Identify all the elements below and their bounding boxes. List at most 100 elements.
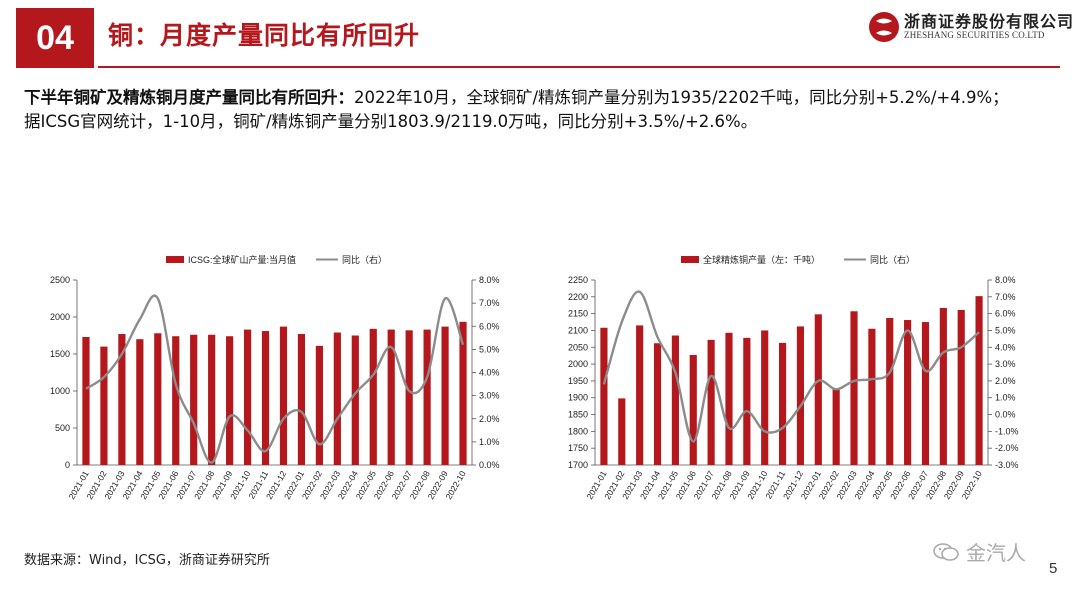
y-tick-label-right: 0.0%: [479, 460, 500, 470]
logo-text-cn: 浙商证券股份有限公司: [904, 12, 1075, 31]
bar: [226, 336, 234, 465]
bar: [689, 355, 697, 465]
y-tick-label-left: 0: [65, 460, 70, 470]
y-tick-label-right: 7.0%: [479, 298, 500, 308]
bar: [921, 322, 930, 465]
y-tick-label-right: 6.0%: [995, 309, 1016, 319]
bar: [600, 327, 608, 465]
bar: [100, 346, 108, 465]
bar: [82, 336, 90, 465]
bar: [618, 398, 626, 465]
bar: [405, 330, 413, 465]
y-tick-label-right: 3.0%: [995, 359, 1016, 369]
bar: [886, 318, 894, 465]
header-divider: [98, 66, 1060, 68]
chart-copper-mine-output: ICSG:全球矿山产量:当月值 同比（右） 0 500 1000 1500 2000 2500…: [50, 254, 500, 501]
data-source: 数据来源：Wind，ICSG，浙商证券研究所: [24, 553, 270, 568]
y-tick-label-left: 1700: [568, 460, 588, 470]
yoy-line: [602, 290, 980, 443]
bar: [172, 336, 180, 465]
y-tick-label-right: 6.0%: [479, 321, 500, 331]
legend-label-bar: 全球精炼铜产量（左：千吨）: [703, 254, 820, 265]
y-tick-label-left: 2000: [50, 312, 70, 322]
bar: [369, 328, 377, 465]
y-tick-label-right: 3.0%: [479, 391, 500, 401]
bar: [725, 332, 733, 465]
y-tick-label-left: 2050: [568, 342, 588, 352]
bar: [297, 334, 306, 465]
y-tick-label-left: 2100: [568, 325, 588, 335]
chart-legend: ICSG:全球矿山产量:当月值 同比（右）: [166, 254, 387, 265]
bar: [261, 331, 270, 465]
bar: [761, 330, 769, 465]
y-tick-label-right: 4.0%: [479, 368, 500, 378]
y-tick-label-left: 2000: [568, 359, 588, 369]
legend-label-bar: ICSG:全球矿山产量:当月值: [188, 254, 296, 265]
summary-line-1: 2022年10月，全球铜矿/精炼铜产量分别为1935/2202千吨，同比分别+5…: [354, 88, 1009, 107]
y-tick-label-left: 1800: [568, 426, 588, 436]
y-tick-label-left: 1950: [568, 376, 588, 386]
y-tick-label-right: 4.0%: [995, 342, 1016, 352]
bar: [387, 329, 395, 465]
y-tick-label-right: 5.0%: [479, 344, 500, 354]
bar: [778, 342, 787, 465]
wechat-icon: [933, 542, 959, 561]
legend-bar-swatch: [681, 256, 699, 263]
y-tick-label-left: 1500: [50, 349, 70, 359]
yoy-line: [85, 294, 465, 464]
chart-refined-copper-output: 全球精炼铜产量（左：千吨） 同比（右） 1700 1750 1800 1850 1900 19…: [568, 254, 1019, 501]
bar: [279, 326, 288, 465]
chart-legend: 全球精炼铜产量（左：千吨） 同比（右）: [681, 254, 915, 265]
bar: [832, 388, 840, 465]
y-tick-label-right: 7.0%: [995, 292, 1016, 302]
bar: [850, 311, 858, 465]
company-logo-icon: [869, 12, 899, 42]
watermark: 金汽人: [932, 537, 1026, 566]
bar: [743, 337, 751, 465]
y-tick-label-right: 8.0%: [995, 275, 1016, 285]
y-tick-label-left: 500: [55, 423, 70, 433]
watermark-text: 金汽人: [966, 541, 1026, 565]
y-tick-label-left: 2250: [568, 275, 588, 285]
y-tick-label-right: 0.0%: [995, 410, 1016, 420]
bar: [423, 329, 431, 465]
bar: [351, 335, 359, 465]
legend-label-line: 同比（右）: [342, 254, 387, 265]
y-tick-label-left: 1750: [568, 443, 588, 453]
bar: [814, 314, 822, 465]
bar: [459, 321, 467, 465]
bar: [904, 320, 912, 465]
y-tick-label-left: 1850: [568, 410, 588, 420]
summary-text: 下半年铜矿及精炼铜月度产量同比有所回升：2022年10月，全球铜矿/精炼铜产量分…: [24, 86, 1064, 134]
legend-label-line: 同比（右）: [870, 254, 915, 265]
summary-line-2: 据ICSG官网统计，1-10月，铜矿/精炼铜产量分别1803.9/2119.0万…: [24, 112, 758, 131]
legend-bar-swatch: [166, 256, 184, 263]
y-tick-label-right: 2.0%: [479, 414, 500, 424]
y-tick-label-right: 5.0%: [995, 325, 1016, 335]
bar: [208, 334, 216, 465]
bar: [636, 325, 644, 465]
y-tick-label-right: 1.0%: [995, 393, 1016, 403]
bar: [243, 329, 252, 465]
bar: [154, 333, 162, 465]
bar: [707, 339, 715, 465]
bar: [136, 339, 144, 465]
bar: [975, 296, 983, 465]
bar: [118, 334, 126, 465]
page-number: 5: [1049, 560, 1058, 577]
y-tick-label-left: 2200: [568, 292, 588, 302]
y-tick-label-right: 8.0%: [479, 275, 500, 285]
bar: [868, 328, 876, 465]
bar: [653, 343, 662, 465]
logo-text-en: ZHESHANG SECURITIES CO.LTD: [904, 30, 1045, 40]
section-badge: 04: [16, 8, 94, 68]
page-title: 铜：月度产量同比有所回升: [108, 21, 421, 50]
bar: [190, 334, 198, 465]
bar: [441, 326, 449, 465]
y-tick-label-right: -1.0%: [995, 426, 1019, 436]
y-tick-label-left: 1000: [50, 386, 70, 396]
y-tick-label-left: 2150: [568, 309, 588, 319]
summary-lead: 下半年铜矿及精炼铜月度产量同比有所回升：: [24, 88, 354, 107]
bar: [315, 345, 323, 465]
bar: [939, 307, 947, 465]
